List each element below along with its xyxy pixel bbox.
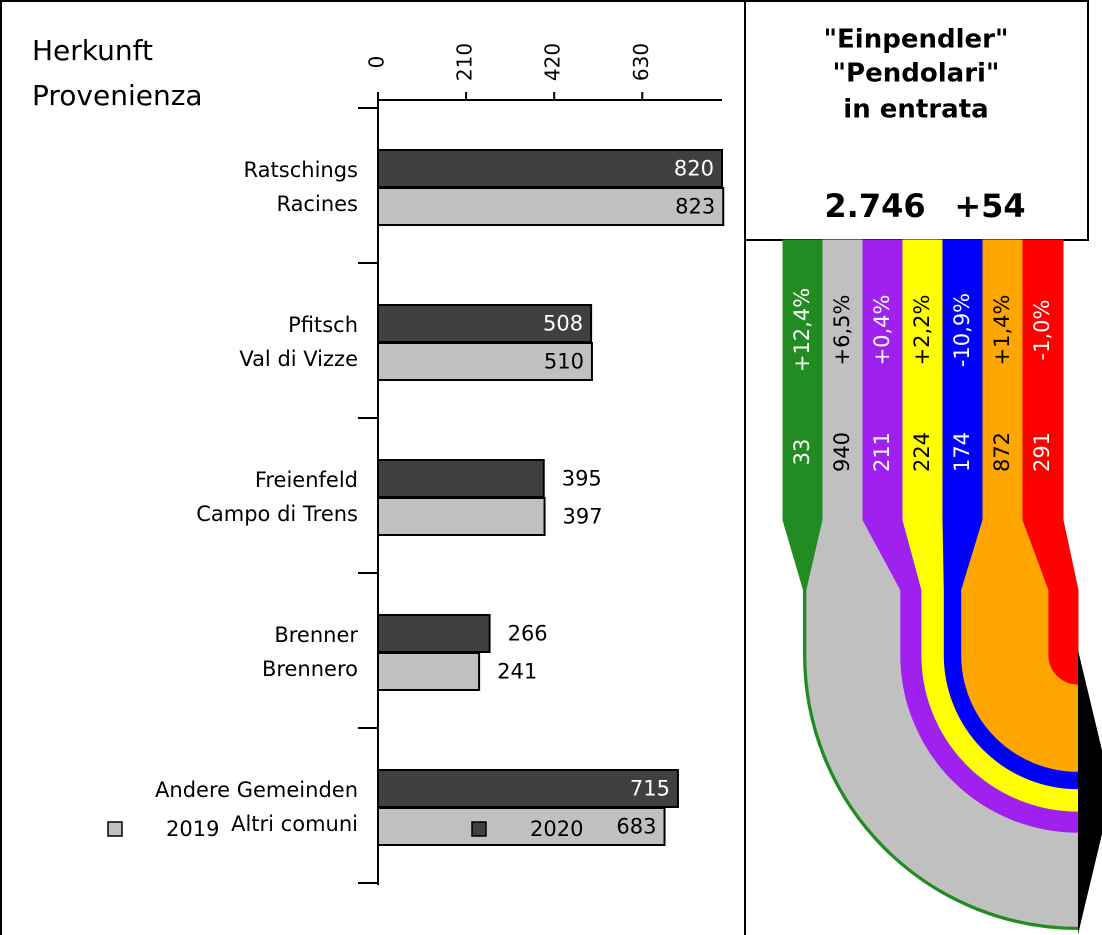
value-label: 224 (910, 432, 934, 472)
value-label: 211 (870, 432, 894, 472)
change-label: -1,0% (1030, 300, 1054, 361)
total: 2.746 (824, 187, 925, 225)
legend-label: 2020 (530, 817, 583, 841)
category-label: Racines (276, 192, 358, 216)
category-label: Altri comuni (231, 812, 358, 836)
x-tick-label: 210 (453, 43, 477, 81)
bar (377, 459, 545, 498)
legend-swatch (107, 821, 123, 837)
category-label: Brennero (262, 657, 358, 681)
value-label: 940 (830, 432, 854, 472)
value-label: 241 (497, 660, 537, 684)
chart-title: Provenienza (32, 79, 203, 112)
value-label: 508 (543, 312, 583, 336)
flow-title: "Einpendler" (823, 25, 1008, 55)
category-label: Campo di Trens (196, 502, 358, 526)
category-label: Freienfeld (255, 468, 358, 492)
bar (377, 497, 546, 536)
value-label: 174 (950, 432, 974, 472)
value-label: 715 (630, 777, 670, 801)
legend-swatch (471, 821, 487, 837)
bar (377, 187, 725, 226)
change-label: +6,5% (830, 295, 854, 366)
bar (377, 807, 666, 846)
bar (377, 304, 593, 343)
x-tick-label: 0 (365, 56, 389, 69)
bar (377, 614, 491, 653)
change-label: +1,4% (990, 295, 1014, 366)
change-label: -10,9% (950, 293, 974, 367)
value-label: 820 (674, 157, 714, 181)
total-change: +54 (954, 187, 1025, 225)
change-label: +2,2% (910, 295, 934, 366)
value-label: 33 (790, 439, 814, 466)
x-tick-label: 420 (541, 43, 565, 81)
change-label: +12,4% (790, 288, 814, 372)
bar (377, 769, 679, 808)
category-label: Pfitsch (288, 313, 358, 337)
value-label: 823 (675, 195, 715, 219)
bar (377, 149, 723, 188)
legend-label: 2019 (166, 817, 219, 841)
value-label: 872 (990, 432, 1014, 472)
chart-title: Herkunft (32, 34, 153, 67)
value-label: 395 (562, 467, 602, 491)
change-label: +0,4% (870, 295, 894, 366)
value-label: 397 (563, 505, 603, 529)
flow-title: in entrata (843, 95, 988, 125)
category-label: Brenner (274, 623, 358, 647)
value-label: 266 (508, 622, 548, 646)
x-tick-label: 630 (629, 43, 653, 81)
category-label: Val di Vizze (239, 347, 358, 371)
arrow-head (1078, 650, 1102, 935)
category-label: Ratschings (244, 158, 358, 182)
flow-stream (1022, 239, 1079, 685)
value-label: 683 (616, 815, 656, 839)
value-label: 291 (1030, 432, 1054, 472)
bar (377, 652, 481, 691)
flow-title: "Pendolari" (833, 59, 1000, 89)
value-label: 510 (544, 350, 584, 374)
category-label: Andere Gemeinden (155, 778, 358, 802)
